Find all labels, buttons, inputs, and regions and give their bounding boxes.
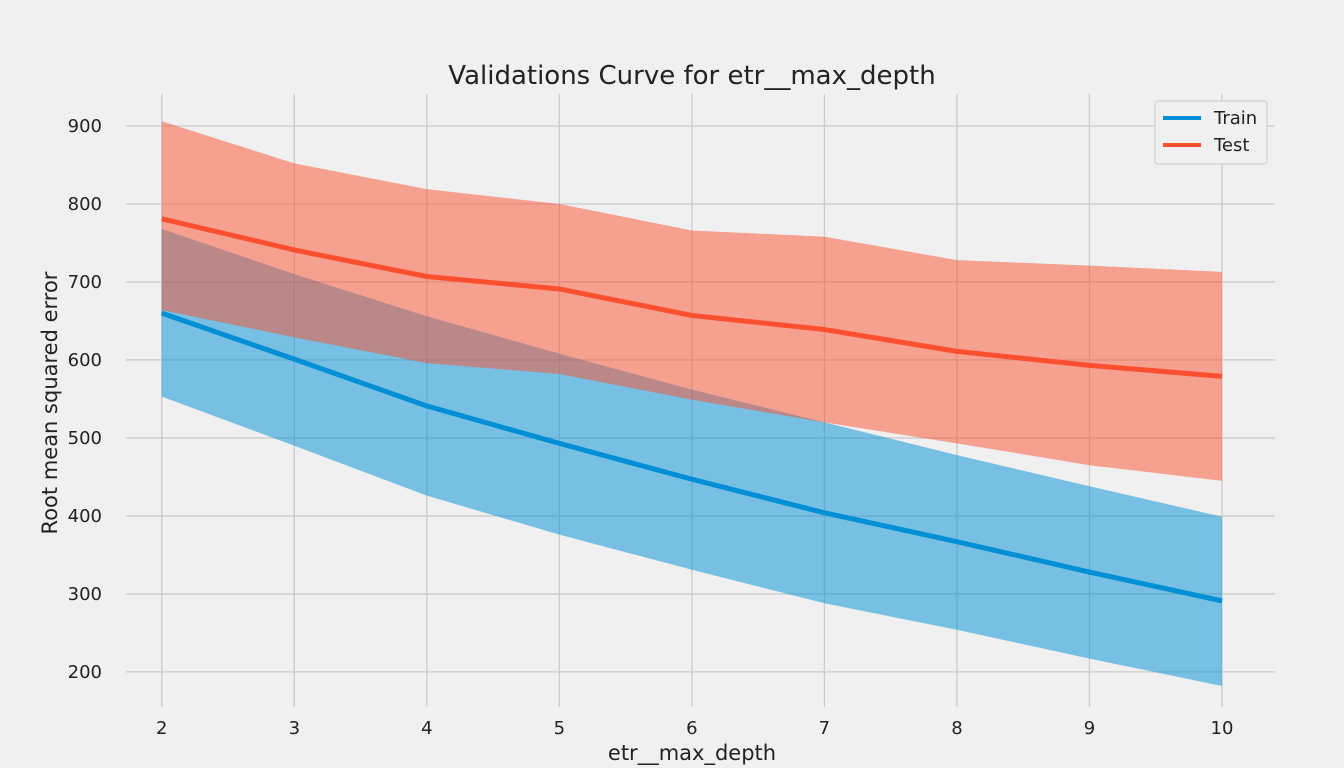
line-test [161,216,1223,379]
x-tick-label: 8 [951,718,962,739]
y-tick-label: 800 [68,194,102,215]
y-tick-label: 500 [68,428,102,449]
x-tick-label: 4 [421,718,432,739]
legend-test-label: Test [1213,135,1249,156]
x-tick-label: 6 [686,718,697,739]
x-tick-label: 7 [819,718,830,739]
y-tick-label: 700 [68,272,102,293]
x-tick-label: 3 [289,718,300,739]
x-tick-label: 9 [1084,718,1095,739]
tick-labels: 2 3 4 5 6 7 8 9 10 200 300 400 500 600 700 800 900 [68,116,1234,739]
line-layer [160,216,1223,604]
y-tick-label: 400 [68,506,102,527]
y-tick-label: 600 [68,350,102,371]
x-axis-label: etr__max_depth [608,741,776,766]
legend-train-label: Train [1213,108,1257,129]
band-layer [161,121,1222,686]
chart-title: Validations Curve for etr__max_depth [448,61,935,91]
band-test [161,121,1222,481]
y-tick-label: 900 [68,116,102,137]
y-axis-label: Root mean squared error [38,271,62,534]
x-tick-label: 5 [554,718,565,739]
x-tick-label: 10 [1211,718,1234,739]
y-tick-label: 300 [68,584,102,605]
y-tick-label: 200 [68,662,102,683]
legend: Train Test [1154,100,1268,165]
x-tick-label: 2 [156,718,167,739]
line-train [160,310,1223,604]
